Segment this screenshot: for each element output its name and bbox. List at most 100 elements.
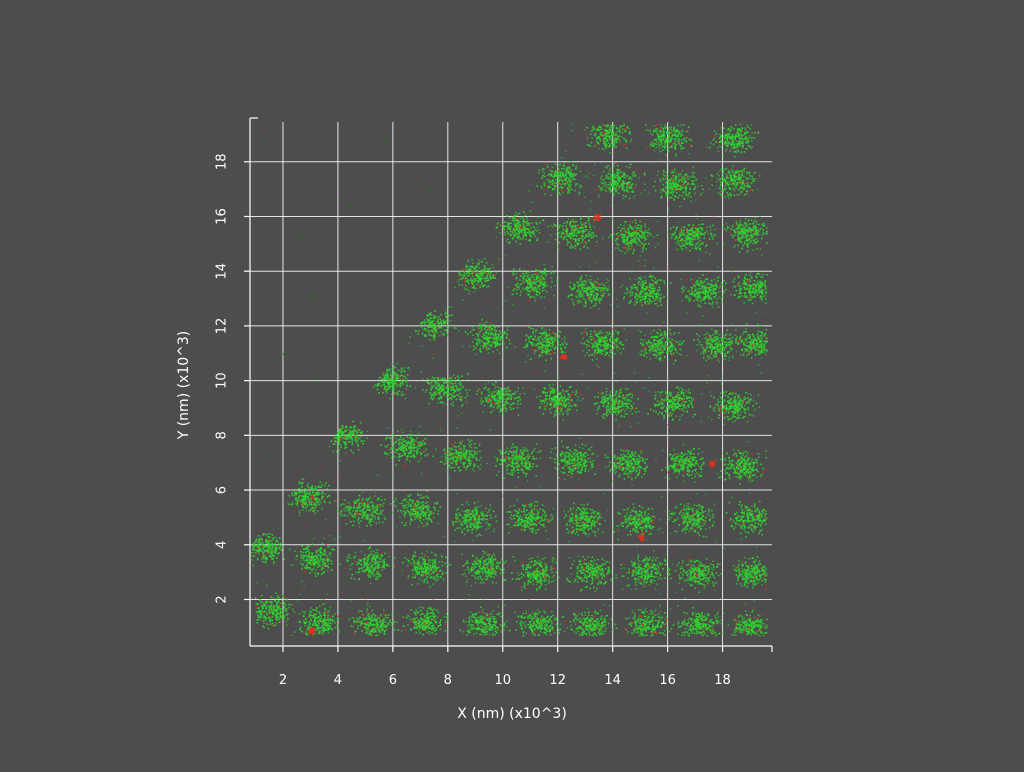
- data-point: [429, 586, 431, 588]
- data-point: [746, 614, 748, 616]
- data-point: [321, 558, 323, 560]
- data-point: [587, 571, 589, 573]
- data-point: [659, 573, 661, 575]
- data-point: [314, 495, 316, 497]
- data-point: [687, 579, 689, 581]
- data-point: [706, 628, 708, 630]
- data-point: [500, 572, 502, 574]
- data-point: [296, 555, 298, 557]
- data-point: [374, 510, 376, 512]
- data-point: [535, 573, 537, 575]
- data-point: [427, 572, 429, 574]
- data-point: [755, 576, 757, 578]
- data-point: [412, 558, 414, 560]
- data-point: [682, 623, 684, 625]
- data-point: [529, 558, 531, 560]
- data-point: [588, 625, 590, 627]
- data-point: [280, 543, 282, 545]
- data-point: [436, 575, 438, 577]
- data-point: [415, 552, 417, 554]
- data-point: [360, 625, 362, 627]
- data-point: [294, 631, 296, 633]
- data-point: [368, 576, 370, 578]
- data-point: [645, 570, 647, 572]
- data-point: [713, 623, 715, 625]
- data-point: [695, 588, 697, 590]
- data-point: [325, 630, 327, 632]
- data-point: [278, 552, 280, 554]
- data-point: [366, 525, 368, 527]
- data-point: [747, 623, 749, 625]
- data-point: [634, 565, 636, 567]
- data-point: [483, 634, 485, 636]
- data-point: [534, 571, 536, 573]
- data-point: [666, 560, 668, 562]
- data-point: [380, 623, 382, 625]
- data-point: [634, 614, 636, 616]
- data-point: [522, 622, 524, 624]
- data-point: [310, 509, 312, 511]
- data-point: [358, 618, 360, 620]
- data-point: [647, 579, 649, 581]
- data-point: [643, 562, 645, 564]
- data-point: [436, 568, 438, 570]
- data-point: [648, 566, 650, 568]
- data-point: [280, 603, 282, 605]
- data-point: [649, 584, 651, 586]
- data-point: [268, 606, 270, 608]
- data-point: [533, 623, 535, 625]
- data-point: [722, 632, 724, 634]
- data-point: [496, 627, 498, 629]
- data-point: [321, 623, 323, 625]
- data-point: [419, 565, 421, 567]
- data-point: [603, 618, 605, 620]
- data-point: [649, 614, 651, 616]
- data-point: [644, 583, 646, 585]
- data-point: [426, 610, 428, 612]
- data-point: [369, 570, 371, 572]
- data-point: [763, 572, 765, 574]
- data-point: [424, 579, 426, 581]
- data-point: [739, 573, 741, 575]
- data-point: [408, 575, 410, 577]
- data-point: [429, 621, 431, 623]
- data-point: [301, 482, 303, 484]
- data-point: [271, 553, 273, 555]
- data-point: [754, 568, 756, 570]
- data-point: [260, 550, 262, 552]
- data-point: [540, 585, 542, 587]
- data-point: [539, 581, 541, 583]
- data-point: [639, 625, 641, 627]
- data-point: [402, 500, 404, 502]
- data-point: [271, 540, 273, 542]
- data-point: [751, 575, 753, 577]
- data-point: [416, 570, 418, 572]
- data-point: [709, 629, 711, 631]
- data-point: [257, 544, 259, 546]
- data-point: [308, 553, 310, 555]
- data-point: [530, 627, 532, 629]
- data-point: [685, 628, 687, 630]
- data-point: [405, 524, 407, 526]
- data-point: [315, 506, 317, 508]
- data-point: [305, 548, 307, 550]
- data-point: [318, 625, 320, 627]
- data-point: [596, 577, 598, 579]
- data-point: [524, 584, 526, 586]
- data-point: [285, 614, 287, 616]
- data-point: [753, 573, 755, 575]
- data-point: [348, 560, 350, 562]
- data-point: [275, 593, 277, 595]
- data-point: [483, 563, 485, 565]
- data-point: [552, 560, 554, 562]
- data-point: [413, 565, 415, 567]
- data-point: [637, 571, 639, 573]
- data-point: [429, 574, 431, 576]
- data-point: [271, 603, 273, 605]
- data-point: [537, 570, 539, 572]
- data-point: [335, 627, 337, 629]
- data-point: [749, 571, 751, 573]
- data-point: [595, 621, 597, 623]
- data-point: [381, 514, 383, 516]
